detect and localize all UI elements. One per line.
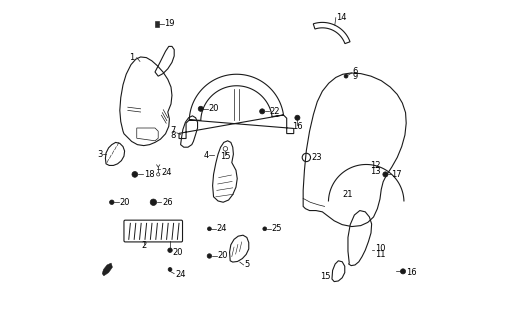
Text: 5: 5 (244, 260, 250, 269)
Text: 15: 15 (220, 152, 231, 161)
Text: 12: 12 (370, 161, 381, 170)
Circle shape (150, 199, 156, 205)
Circle shape (168, 268, 172, 271)
Text: 20: 20 (120, 198, 130, 207)
Text: 16: 16 (406, 268, 417, 277)
Circle shape (295, 115, 300, 120)
Text: 4: 4 (204, 151, 209, 160)
Bar (155, 21, 159, 27)
Circle shape (400, 269, 406, 274)
Text: 16: 16 (292, 122, 303, 131)
Text: 7: 7 (171, 126, 176, 135)
Text: 14: 14 (336, 13, 347, 22)
Text: 24: 24 (175, 270, 185, 279)
Text: 24: 24 (162, 168, 172, 177)
Text: 25: 25 (272, 224, 282, 233)
Circle shape (168, 248, 172, 252)
Text: 24: 24 (217, 224, 227, 233)
Circle shape (132, 172, 138, 177)
Text: 8: 8 (171, 131, 176, 140)
Circle shape (344, 74, 348, 78)
Text: 11: 11 (375, 250, 385, 259)
Text: 22: 22 (270, 107, 280, 116)
Text: 6: 6 (352, 67, 358, 76)
Text: 23: 23 (311, 153, 322, 162)
Text: 19: 19 (164, 19, 175, 28)
Text: 26: 26 (162, 198, 172, 207)
Text: 9: 9 (352, 72, 358, 81)
Circle shape (207, 254, 212, 258)
Text: 3: 3 (97, 150, 102, 159)
Text: 20: 20 (208, 104, 219, 113)
Circle shape (383, 172, 388, 177)
Text: 20: 20 (218, 252, 228, 260)
Text: 20: 20 (172, 248, 182, 257)
Text: 2: 2 (141, 241, 147, 250)
Polygon shape (102, 263, 112, 276)
Text: 10: 10 (375, 244, 385, 253)
Text: 13: 13 (370, 167, 381, 176)
Text: 15: 15 (321, 272, 331, 281)
Circle shape (110, 200, 114, 204)
Circle shape (260, 109, 265, 114)
Text: 21: 21 (343, 190, 353, 199)
Text: 1: 1 (130, 53, 135, 62)
Circle shape (208, 227, 211, 231)
Text: 17: 17 (392, 170, 402, 179)
Circle shape (263, 227, 267, 231)
Text: 18: 18 (144, 170, 154, 179)
Circle shape (198, 106, 204, 111)
